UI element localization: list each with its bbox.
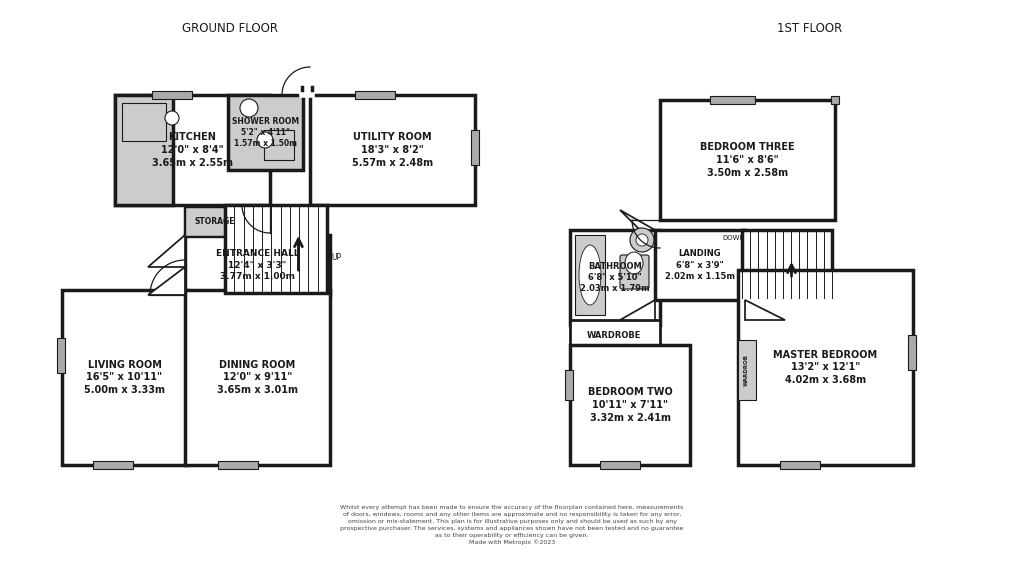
Text: BEDROOM THREE
11'6" x 8'6"
3.50m x 2.58m: BEDROOM THREE 11'6" x 8'6" 3.50m x 2.58m	[700, 142, 795, 178]
Circle shape	[630, 228, 654, 252]
Bar	[660, 100, 835, 220]
Bar	[115, 95, 270, 205]
Text: ENTRANCE HALL
12'4" x 3'3"
3.77m x 1.00m: ENTRANCE HALL 12'4" x 3'3" 3.77m x 1.00m	[216, 249, 299, 281]
Text: STORAGE: STORAGE	[195, 217, 236, 227]
Text: KITCHEN
12'0" x 8'4"
3.65m x 2.55m: KITCHEN 12'0" x 8'4" 3.65m x 2.55m	[152, 132, 233, 168]
Bar	[185, 235, 330, 295]
Ellipse shape	[625, 252, 643, 274]
Polygon shape	[148, 267, 185, 295]
Text: SHOWER ROOM
5'2" x 4'11"
1.57m x 1.50m: SHOWER ROOM 5'2" x 4'11" 1.57m x 1.50m	[232, 117, 299, 149]
Bar	[152, 91, 193, 99]
Bar	[738, 270, 913, 465]
Bar	[742, 230, 831, 298]
Text: LIVING ROOM
16'5" x 10'11"
5.00m x 3.33m: LIVING ROOM 16'5" x 10'11" 5.00m x 3.33m	[84, 360, 165, 395]
Bar	[831, 96, 839, 104]
Bar	[57, 338, 65, 373]
Bar	[115, 95, 173, 205]
Bar	[185, 290, 330, 465]
Bar	[570, 345, 690, 465]
Polygon shape	[620, 300, 655, 320]
Circle shape	[257, 132, 273, 148]
Text: Whilst every attempt has been made to ensure the accuracy of the floorplan conta: Whilst every attempt has been made to en…	[340, 504, 684, 546]
Bar	[228, 95, 303, 170]
Text: MASTER BEDROOM
13'2" x 12'1"
4.02m x 3.68m: MASTER BEDROOM 13'2" x 12'1" 4.02m x 3.6…	[773, 350, 878, 385]
Text: BATHROOM
6'8" x 5'10"
2.03m x 1.79m: BATHROOM 6'8" x 5'10" 2.03m x 1.79m	[581, 262, 650, 293]
Text: BEDROOM TWO
10'11" x 7'11"
3.32m x 2.41m: BEDROOM TWO 10'11" x 7'11" 3.32m x 2.41m	[588, 387, 673, 423]
Text: DINING ROOM
12'0" x 9'11"
3.65m x 3.01m: DINING ROOM 12'0" x 9'11" 3.65m x 3.01m	[217, 360, 298, 395]
Ellipse shape	[579, 245, 601, 305]
Bar	[122, 103, 166, 141]
Bar	[908, 335, 916, 370]
Text: WARDROBE: WARDROBE	[587, 331, 641, 339]
Bar	[310, 95, 475, 205]
Polygon shape	[745, 300, 785, 320]
Bar	[570, 320, 660, 350]
Bar	[115, 95, 173, 205]
Text: GROUND FLOOR: GROUND FLOOR	[182, 22, 278, 34]
Text: DOWN: DOWN	[722, 235, 744, 241]
Bar	[264, 130, 294, 160]
Bar	[355, 91, 395, 99]
Polygon shape	[148, 235, 185, 267]
Bar	[655, 230, 745, 300]
Circle shape	[636, 234, 648, 246]
Bar	[218, 461, 258, 469]
Bar	[780, 461, 820, 469]
Bar	[225, 205, 327, 293]
Polygon shape	[620, 210, 655, 230]
Text: LANDING
6'8" x 3'9"
2.02m x 1.15m: LANDING 6'8" x 3'9" 2.02m x 1.15m	[665, 249, 735, 281]
Circle shape	[240, 99, 258, 117]
Text: WARDROB: WARDROB	[743, 354, 749, 386]
Text: UTILITY ROOM
18'3" x 8'2"
5.57m x 2.48m: UTILITY ROOM 18'3" x 8'2" 5.57m x 2.48m	[352, 132, 433, 168]
Text: 1ST FLOOR: 1ST FLOOR	[777, 22, 843, 34]
Text: UP: UP	[331, 252, 341, 262]
Bar	[575, 235, 605, 315]
Bar	[570, 230, 660, 325]
FancyBboxPatch shape	[620, 255, 649, 289]
Circle shape	[165, 111, 179, 125]
Bar	[62, 290, 187, 465]
Bar	[93, 461, 133, 469]
Bar	[710, 96, 755, 104]
Bar	[471, 130, 479, 165]
Bar	[185, 207, 245, 237]
Bar	[565, 370, 573, 400]
Bar	[600, 461, 640, 469]
Bar	[738, 340, 756, 400]
